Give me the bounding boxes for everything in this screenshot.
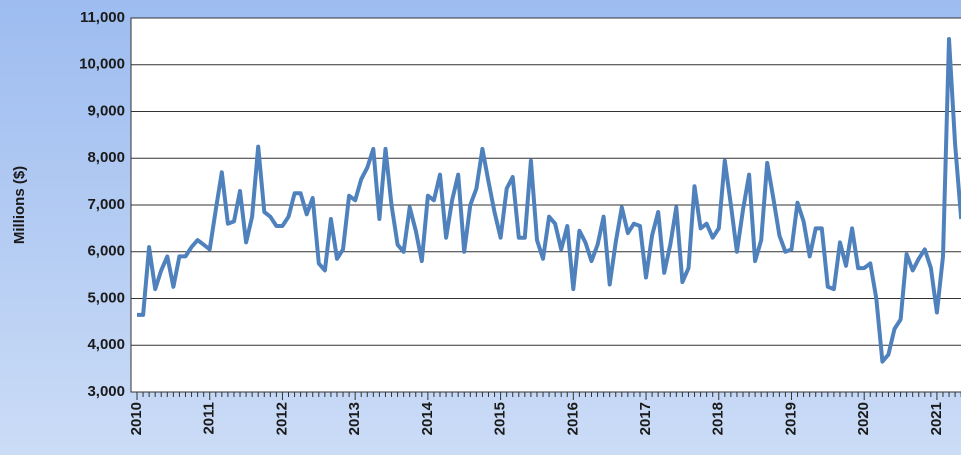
x-tick-label: 2011 — [201, 402, 218, 435]
x-tick-label: 2020 — [855, 402, 872, 435]
y-tick-label: 5,000 — [87, 289, 125, 306]
y-tick-label: 11,000 — [80, 9, 125, 26]
y-tick-label: 4,000 — [87, 336, 125, 353]
y-tick-label: 9,000 — [87, 102, 125, 119]
x-tick-label: 2010 — [128, 402, 145, 435]
x-tick-label: 2015 — [492, 402, 509, 435]
x-tick-label: 2016 — [564, 402, 581, 435]
y-tick-label: 3,000 — [87, 383, 125, 400]
y-tick-label: 6,000 — [87, 243, 125, 260]
x-tick-label: 2021 — [928, 402, 945, 435]
y-tick-label: 7,000 — [87, 196, 125, 213]
line — [137, 37, 961, 364]
y-axis-label: Millions ($) — [11, 166, 28, 244]
x-tick-label: 2018 — [710, 402, 727, 435]
x-tick-label: 2017 — [637, 402, 654, 435]
x-tick-label: 2012 — [273, 402, 290, 435]
x-tick-label: 2019 — [782, 402, 799, 435]
x-tick-label: 2013 — [346, 402, 363, 435]
y-tick-label: 8,000 — [87, 149, 125, 166]
x-tick-label: 2014 — [419, 401, 436, 435]
y-tick-label: 10,000 — [79, 56, 125, 73]
